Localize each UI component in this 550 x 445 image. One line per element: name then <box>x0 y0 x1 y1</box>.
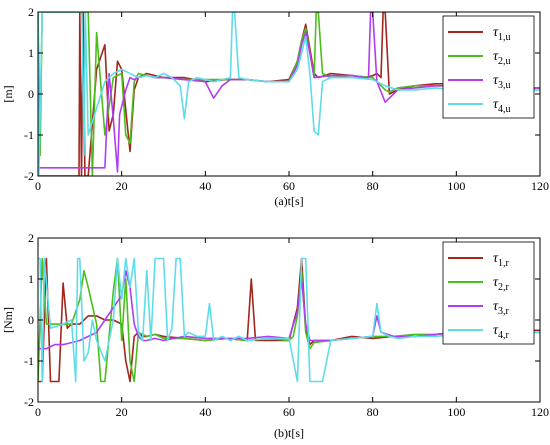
y-tick-label: 1 <box>28 272 34 286</box>
legend-subscript: 4,u <box>498 104 511 115</box>
plot-lines <box>38 12 540 176</box>
legend-symbol: τ <box>493 97 499 112</box>
x-axis-label: (b)t[s] <box>274 426 304 440</box>
plot-lines <box>38 257 540 383</box>
legend-subscript: 2,r <box>498 282 510 293</box>
legend-entry: τ1,r <box>493 251 510 269</box>
chart-1: 0 20 40 60 80 100 120210-1-2(b)t[s][Nm]τ1,rτ2,… <box>1 231 549 440</box>
legend-subscript: 3,u <box>498 80 511 91</box>
legend-symbol: τ <box>493 323 499 338</box>
legend-entry: τ2,r <box>493 275 510 293</box>
y-tick-label: 0 <box>28 87 34 101</box>
x-tick-label: 0 <box>35 405 41 419</box>
x-tick-label: 100 <box>447 405 465 419</box>
chart-0: 0 20 40 60 80 100 120210-1-2(a)t[s][m]τ1,uτ2,u… <box>1 5 549 208</box>
legend-subscript: 4,r <box>498 330 510 341</box>
legend-symbol: τ <box>493 251 499 266</box>
x-tick-label: 80 <box>367 179 379 193</box>
x-tick-label: 120 <box>531 179 549 193</box>
x-tick-label: 20 <box>116 405 128 419</box>
legend-symbol: τ <box>493 25 499 40</box>
legend-subscript: 3,r <box>498 306 510 317</box>
legend-subscript: 1,r <box>498 258 510 269</box>
legend-subscript: 1,u <box>498 32 511 43</box>
y-tick-label: -1 <box>24 128 34 142</box>
legend: τ1,uτ2,uτ3,uτ4,u <box>442 15 535 119</box>
series-line-4 <box>38 257 540 383</box>
x-tick-label: 20 <box>116 179 128 193</box>
y-tick-label: 2 <box>28 231 34 245</box>
y-axis-label: [m] <box>1 85 15 102</box>
y-axis-label: [Nm] <box>1 307 15 333</box>
legend-entry: τ4,u <box>493 97 511 115</box>
legend-symbol: τ <box>493 73 499 88</box>
y-tick-label: 1 <box>28 46 34 60</box>
x-tick-label: 0 <box>35 179 41 193</box>
series-line-2 <box>38 257 540 383</box>
legend-entry: τ1,u <box>493 25 511 43</box>
x-tick-label: 60 <box>283 179 295 193</box>
x-tick-label: 40 <box>199 179 211 193</box>
legend: τ1,rτ2,rτ3,rτ4,r <box>442 241 535 345</box>
y-tick-label: -1 <box>24 354 34 368</box>
y-tick-label: 2 <box>28 5 34 19</box>
y-tick-label: 0 <box>28 313 34 327</box>
x-tick-label: 100 <box>447 179 465 193</box>
legend-entry: τ3,u <box>493 73 511 91</box>
x-tick-label: 80 <box>367 405 379 419</box>
y-tick-label: -2 <box>24 169 34 183</box>
legend-symbol: τ <box>493 275 499 290</box>
legend-entry: τ3,r <box>493 299 510 317</box>
series-line-3 <box>38 12 540 173</box>
legend-entry: τ2,u <box>493 49 511 67</box>
x-axis-label: (a)t[s] <box>274 194 303 208</box>
legend-subscript: 2,u <box>498 56 511 67</box>
x-tick-label: 60 <box>283 405 295 419</box>
legend-symbol: τ <box>493 49 499 64</box>
x-tick-label: 40 <box>199 405 211 419</box>
series-line-4 <box>38 12 540 176</box>
y-tick-label: -2 <box>24 395 34 409</box>
x-tick-label: 120 <box>531 405 549 419</box>
legend-entry: τ4,r <box>493 323 510 341</box>
legend-symbol: τ <box>493 299 499 314</box>
